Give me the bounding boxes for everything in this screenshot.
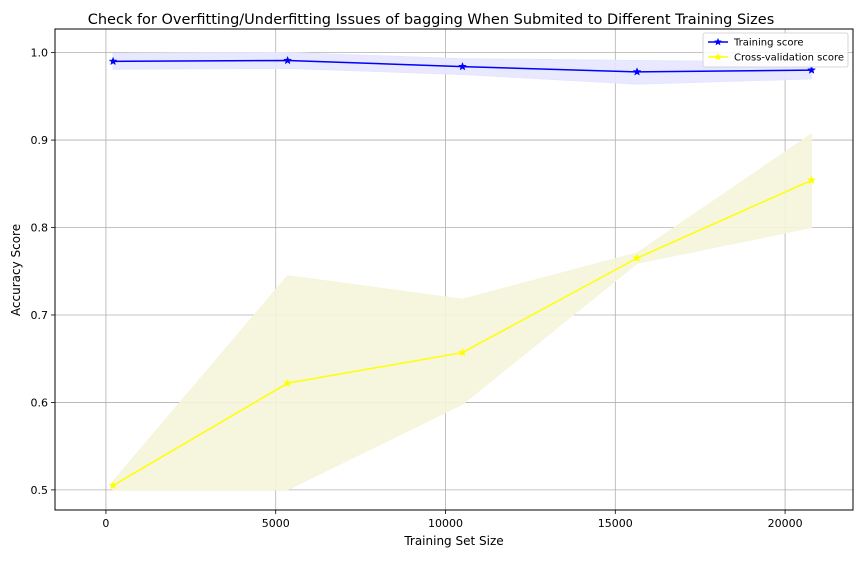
plot-frame	[54, 28, 854, 511]
y-tick-label: 0.6	[31, 396, 49, 409]
series-lines	[108, 55, 817, 490]
legend-box	[702, 32, 849, 68]
y-axis-label: Accuracy Score	[9, 224, 23, 316]
point-series-2	[807, 175, 817, 185]
x-axis-label: Training Set Size	[403, 534, 503, 548]
band-series-2	[112, 133, 813, 491]
y-tick-label: 0.7	[31, 309, 49, 322]
point-series-2	[108, 480, 118, 490]
point-series-1	[283, 55, 293, 65]
axis-ticks: 0 5000 10000 15000 20000 0.5 0.6 0.7 0.8 0.9 1.0	[31, 47, 803, 530]
point-series-2	[632, 253, 642, 262]
point-series-1	[458, 61, 467, 71]
point-series-2	[458, 347, 467, 357]
x-tick-label: 20000	[768, 517, 803, 530]
legend: Training score Cross-validation score	[702, 32, 849, 68]
chart-title: Check for Overfitting/Underfitting Issue…	[88, 12, 775, 28]
x-tick-label: 5000	[262, 517, 290, 530]
y-tick-label: 0.9	[31, 134, 49, 147]
legend-label-2: Cross-validation score	[734, 53, 844, 64]
x-tick-label: 15000	[598, 517, 633, 530]
x-tick-label: 0	[102, 517, 109, 530]
point-series-1	[108, 56, 118, 66]
y-tick-label: 0.8	[31, 222, 49, 235]
point-series-2	[283, 378, 293, 388]
legend-marker-2	[713, 52, 723, 61]
y-tick-label: 0.5	[31, 484, 49, 497]
point-series-1	[807, 65, 817, 74]
x-tick-label: 10000	[428, 517, 463, 530]
y-tick-label: 1.0	[31, 47, 49, 60]
legend-label-1: Training score	[733, 38, 804, 49]
point-series-1	[632, 67, 642, 76]
legend-marker-1	[713, 37, 723, 46]
